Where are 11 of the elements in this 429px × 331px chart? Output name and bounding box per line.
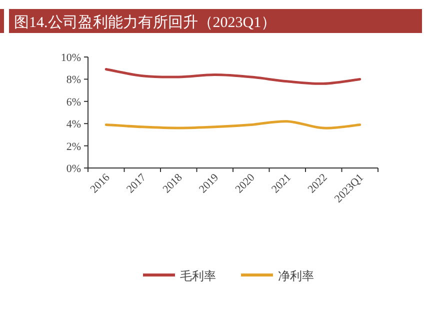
y-tick-label: 4% — [66, 118, 81, 131]
title: 图14.公司盈利能力有所回升（2023Q1） — [0, 9, 422, 33]
chart-title: 图14.公司盈利能力有所回升（2023Q1） — [14, 14, 276, 31]
y-tick-label: 10% — [60, 52, 81, 64]
legend-label: 净利率 — [278, 269, 314, 283]
y-tick-label: 8% — [66, 74, 81, 86]
y-tick-label: 0% — [66, 163, 81, 175]
y-tick-label: 6% — [66, 96, 81, 108]
x-tick-label: 2021 — [269, 172, 294, 196]
legend-label: 毛利率 — [180, 269, 216, 283]
y-tick-label: 2% — [66, 140, 81, 153]
